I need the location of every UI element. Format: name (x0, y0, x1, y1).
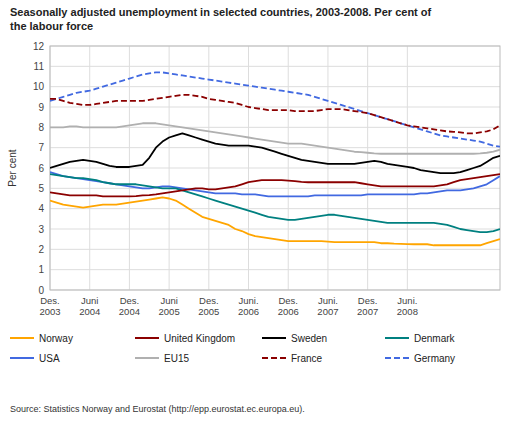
legend-swatch (385, 357, 409, 359)
x-grid-line (129, 46, 130, 290)
y-tick-label: 0 (38, 285, 44, 296)
y-grid-line (50, 147, 500, 148)
legend-label: France (291, 353, 323, 364)
legend-label: United Kingdom (164, 333, 235, 344)
series-line (50, 174, 500, 196)
legend-swatch (262, 357, 286, 359)
x-grid-line (407, 46, 408, 290)
legend: Norway United Kingdom Sweden Denmark USA EU15… (10, 333, 456, 364)
title: Seasonally adjusted unemployment in sele… (10, 6, 432, 32)
x-tick-label: Juni.2007 (317, 295, 338, 317)
y-tick-label: 6 (38, 163, 44, 174)
legend-label: Germany (414, 353, 455, 364)
series-line (50, 123, 500, 154)
y-tick-label: 3 (38, 224, 44, 235)
y-axis-label: Per cent (7, 149, 18, 186)
x-tick-label: Juni2005 (159, 295, 180, 317)
y-tick-label: 4 (38, 203, 44, 214)
series-line (50, 174, 500, 232)
x-grid-line (367, 46, 368, 290)
grid (50, 46, 500, 290)
y-tick-label: 2 (38, 244, 44, 255)
legend-label: Sweden (291, 333, 327, 344)
y-grid-line (50, 188, 500, 189)
legend-swatch (262, 337, 286, 339)
x-tick-label: Juni2004 (79, 295, 100, 317)
legend-swatch (10, 337, 34, 339)
y-tick-label: 7 (38, 142, 44, 153)
x-tick-label: Des.2004 (119, 295, 140, 317)
y-tick-label: 1 (38, 264, 44, 275)
series-line (50, 133, 500, 173)
y-tick-label: 10 (33, 81, 45, 92)
series-group (50, 72, 500, 245)
y-tick-label: 8 (38, 122, 44, 133)
x-tick-label: Des.2003 (39, 295, 60, 317)
x-grid-line (89, 46, 90, 290)
chart: Seasonally adjusted unemployment in sele… (0, 0, 511, 434)
y-grid-line (50, 107, 500, 108)
y-tick-label: 9 (38, 102, 44, 113)
x-tick-label: Des.2005 (198, 295, 219, 317)
x-grid-line (208, 46, 209, 290)
x-grid-line (169, 46, 170, 290)
y-grid-line (50, 229, 500, 230)
legend-swatch (10, 357, 34, 359)
legend-label: Norway (39, 333, 73, 344)
series-line (50, 197, 500, 245)
legend-label: Denmark (414, 333, 456, 344)
series-line (50, 72, 500, 146)
legend-label: EU15 (164, 353, 189, 364)
x-tick-label: Des.2006 (278, 295, 299, 317)
x-grid-line (288, 46, 289, 290)
y-tick-label: 12 (33, 41, 45, 52)
legend-label: USA (39, 353, 60, 364)
y-grid-line (50, 208, 500, 209)
y-grid-line (50, 86, 500, 87)
legend-swatch (385, 337, 409, 339)
x-tick-label: Juni.2008 (397, 295, 418, 317)
source-note: Source: Statistics Norway and Eurostat (… (10, 404, 305, 414)
legend-swatch (135, 337, 159, 339)
y-grid-line (50, 269, 500, 270)
plot-frame (50, 46, 500, 290)
x-grid-line (248, 46, 249, 290)
x-tick-label: Des.2007 (357, 295, 378, 317)
legend-swatch (135, 357, 159, 359)
y-tick-label: 11 (34, 61, 45, 72)
y-tick-label: 5 (38, 183, 44, 194)
y-grid-line (50, 249, 500, 250)
y-grid-line (50, 66, 500, 67)
x-grid-line (327, 46, 328, 290)
x-tick-label: Juni.2006 (238, 295, 259, 317)
